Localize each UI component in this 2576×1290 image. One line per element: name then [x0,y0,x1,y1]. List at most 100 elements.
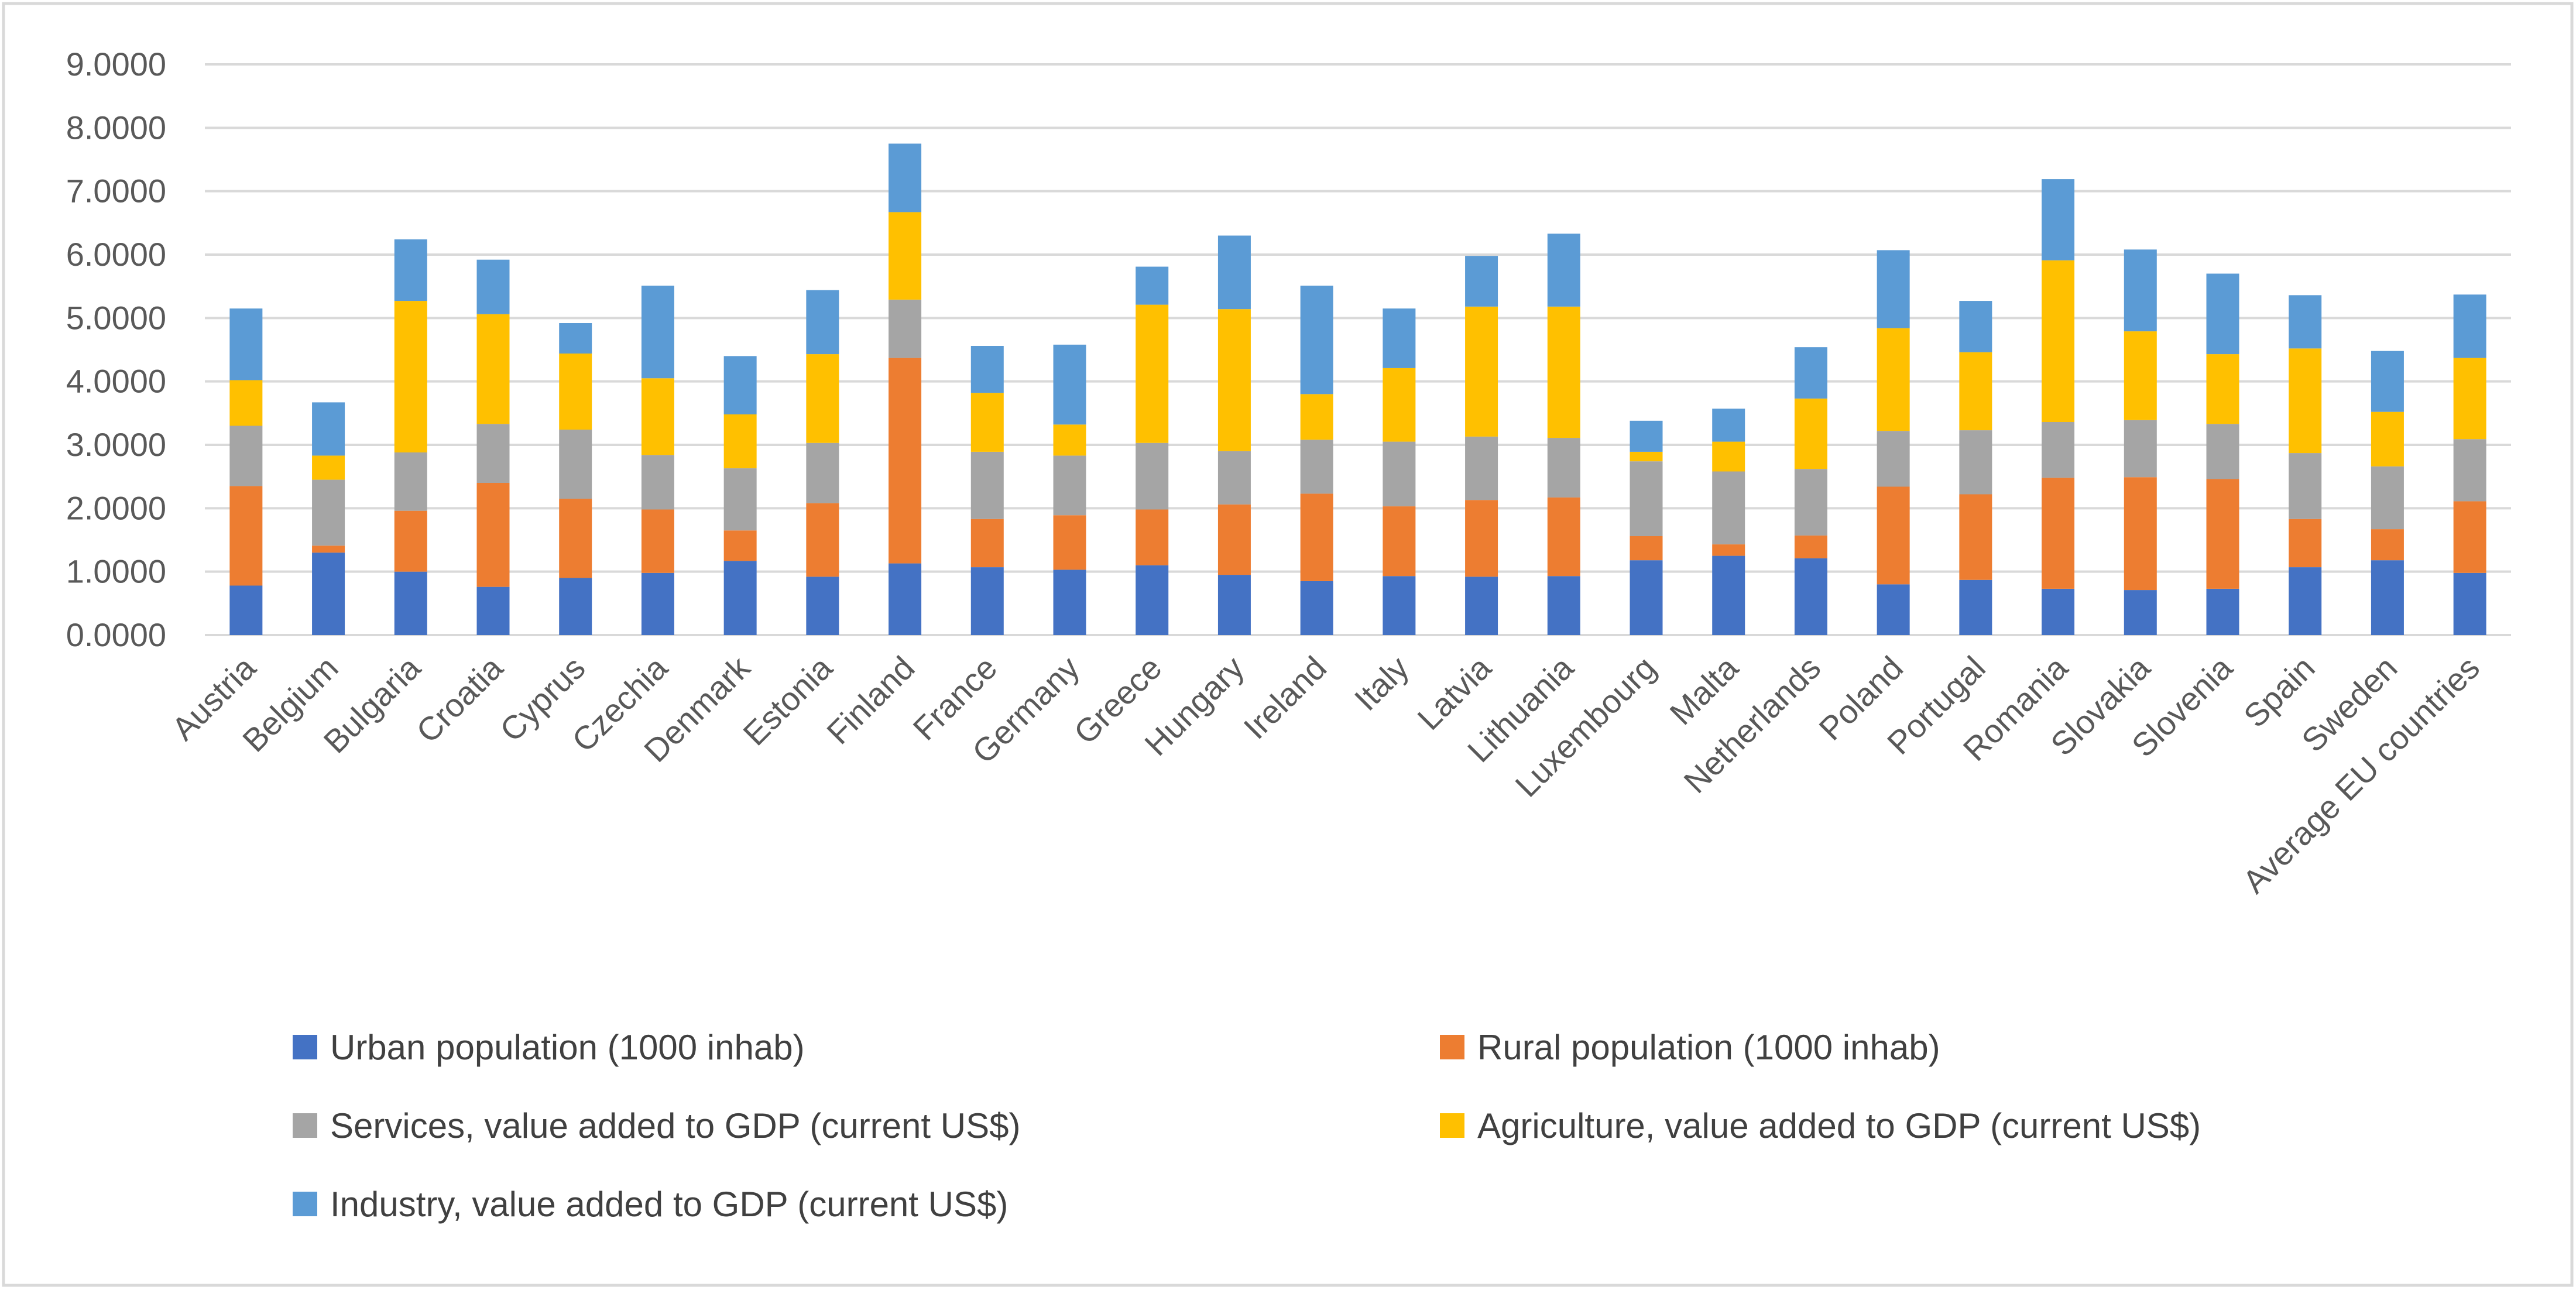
bar-segment [2453,358,2486,440]
bar-segment [1383,441,1416,507]
bar-segment [2124,420,2157,478]
bar-segment [2289,348,2322,454]
bar-segment [1547,438,1580,498]
legend-label: Urban population (1000 inhab) [330,1028,805,1067]
bar-segment [1217,451,1251,505]
bar-segment [559,430,592,499]
bar-segment [1465,500,1498,577]
y-tick-label: 4.0000 [66,363,166,400]
y-tick-label: 1.0000 [66,553,166,590]
bar-segment [970,346,1004,393]
bar-stack [2206,273,2239,635]
legend-label: Agriculture, value added to GDP (current… [1477,1106,2201,1145]
bar-stack [889,143,922,635]
bar-segment [1959,430,1992,495]
bar-segment [641,509,674,573]
bar-segment [2124,590,2157,635]
bar-segment [2289,519,2322,568]
bar-segment [806,290,839,355]
y-tick-label: 2.0000 [66,489,166,526]
bar-segment [1877,431,1910,487]
bar-segment [1712,555,1745,635]
y-tick-label: 8.0000 [66,109,166,146]
bar-segment [1712,544,1745,556]
legend-label: Rural population (1000 inhab) [1477,1028,1940,1067]
bar-segment [2206,273,2239,355]
bar-segment [1053,344,1086,425]
legend-swatch [293,1035,317,1059]
bar-segment [1217,504,1251,575]
bar-segment [1630,451,1663,462]
bar-segment [476,259,510,314]
bar-segment [2371,351,2404,412]
bar-segment [2206,354,2239,424]
bar-segment [1053,424,1086,456]
bar-stack [641,286,674,635]
bar-stack [394,239,427,635]
bar-stack [2453,294,2486,635]
bar-segment [229,380,263,426]
bar-segment [394,301,427,452]
bar-segment [641,455,674,510]
bar-segment [1877,328,1910,431]
bar-stack [1383,308,1416,635]
legend-swatch [293,1113,317,1138]
bars [229,143,2486,635]
bar-stack [2124,249,2157,635]
bar-segment [1877,486,1910,585]
bar-segment [2453,572,2486,635]
bar-stack [312,402,345,635]
bar-stack [1300,286,1333,635]
bar-segment [889,358,922,564]
bar-segment [559,578,592,635]
bar-stack [1877,250,1910,635]
bar-segment [1794,469,1827,536]
bar-segment [2371,411,2404,466]
bar-stack [1465,256,1498,635]
bar-segment [2042,422,2075,478]
bar-stack [2371,351,2404,635]
bar-segment [312,553,345,635]
bar-segment [559,499,592,578]
bar-segment [1465,436,1498,500]
bar-segment [229,585,263,635]
y-tick-label: 5.0000 [66,299,166,336]
legend-item: Services, value added to GDP (current US… [293,1106,1020,1145]
bar-segment [970,451,1004,519]
bar-segment [1300,394,1333,440]
bar-segment [2453,501,2486,573]
bar-segment [2042,260,2075,422]
bar-segment [1217,575,1251,635]
bar-segment [394,239,427,301]
bar-segment [2124,249,2157,332]
bar-segment [1630,461,1663,536]
legend-item: Urban population (1000 inhab) [293,1028,805,1067]
legend-swatch [293,1192,317,1216]
bar-segment [312,479,345,546]
bar-segment [806,442,839,503]
legend-swatch [1440,1035,1464,1059]
bar-segment [559,323,592,354]
legend-item: Industry, value added to GDP (current US… [293,1185,1008,1224]
bar-segment [2042,588,2075,635]
bar-stack [559,323,592,635]
bar-segment [2042,478,2075,589]
legend-label: Services, value added to GDP (current US… [330,1106,1020,1145]
bar-segment [1383,368,1416,442]
bar-segment [394,452,427,511]
bar-segment [312,545,345,553]
y-tick-label: 3.0000 [66,426,166,463]
bar-stack [970,346,1004,635]
bar-segment [1959,352,1992,431]
bar-segment [2206,424,2239,479]
bar-segment [1630,536,1663,561]
bar-segment [723,468,757,531]
bar-segment [1547,306,1580,438]
bar-segment [2124,477,2157,591]
legend: Urban population (1000 inhab) Rural popul… [293,1028,2201,1224]
bar-segment [641,572,674,635]
bar-segment [970,519,1004,568]
bar-segment [1794,558,1827,635]
bar-segment [1630,420,1663,452]
bar-segment [806,577,839,635]
